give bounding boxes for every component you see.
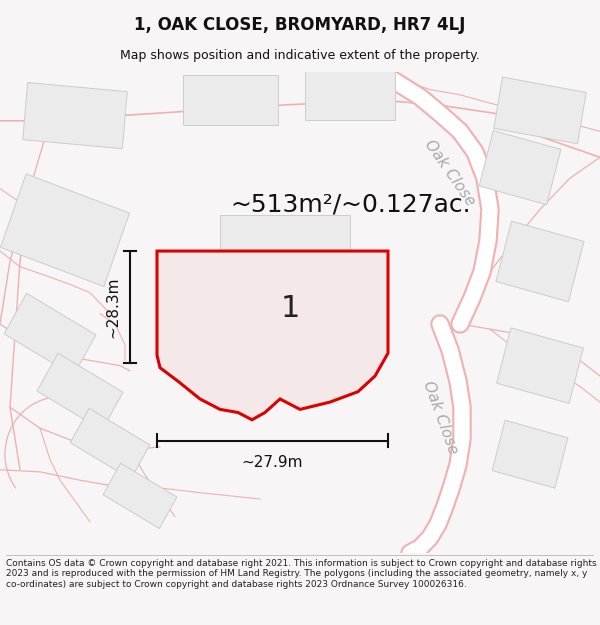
Text: ~513m²/~0.127ac.: ~513m²/~0.127ac.	[230, 192, 470, 216]
Polygon shape	[479, 131, 561, 205]
Polygon shape	[37, 353, 123, 430]
Text: Oak Close: Oak Close	[422, 137, 478, 209]
Polygon shape	[496, 221, 584, 302]
Polygon shape	[4, 293, 96, 376]
Text: Oak Close: Oak Close	[420, 379, 460, 456]
Polygon shape	[70, 408, 150, 479]
Polygon shape	[23, 82, 127, 149]
Text: 1, OAK CLOSE, BROMYARD, HR7 4LJ: 1, OAK CLOSE, BROMYARD, HR7 4LJ	[134, 16, 466, 34]
Polygon shape	[305, 70, 395, 120]
Polygon shape	[220, 214, 350, 329]
Polygon shape	[103, 463, 177, 529]
Text: 1: 1	[280, 294, 299, 323]
Polygon shape	[492, 420, 568, 488]
Polygon shape	[497, 328, 583, 403]
Polygon shape	[494, 77, 586, 144]
Text: Contains OS data © Crown copyright and database right 2021. This information is : Contains OS data © Crown copyright and d…	[6, 559, 596, 589]
Polygon shape	[182, 75, 277, 125]
Text: Map shows position and indicative extent of the property.: Map shows position and indicative extent…	[120, 49, 480, 62]
Polygon shape	[1, 174, 130, 286]
Text: ~27.9m: ~27.9m	[242, 455, 303, 470]
Polygon shape	[157, 251, 388, 420]
Text: ~28.3m: ~28.3m	[105, 276, 120, 338]
